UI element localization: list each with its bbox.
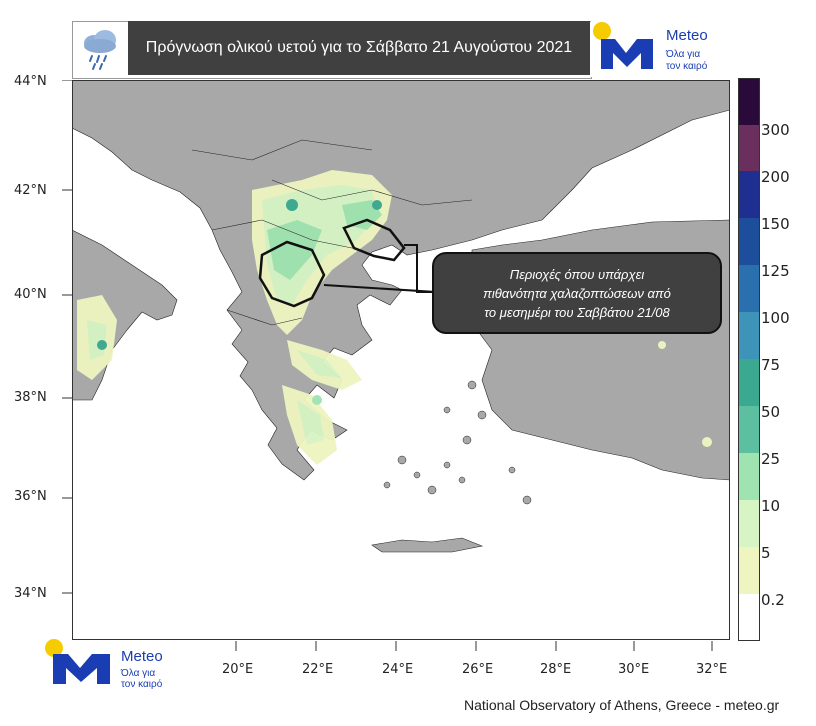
lon-label-24: 24°E: [382, 662, 414, 677]
logo-name: Meteo: [666, 27, 708, 44]
colorbar-seg-11: [739, 547, 759, 594]
colorbar: [738, 78, 760, 641]
colorbar-label-100: 100: [761, 309, 790, 327]
colorbar-label-50: 50: [761, 403, 781, 421]
meteo-logo: Meteo Όλα για τον καιρό: [591, 21, 734, 77]
precip-shading: [77, 170, 712, 465]
logo-bottom-tagline-2: τον καιρό: [121, 679, 163, 690]
latitude-axis: [58, 79, 72, 640]
colorbar-label-0.2: 0.2: [761, 591, 785, 609]
colorbar-label-300: 300: [761, 121, 790, 139]
logo-tagline-2: τον καιρό: [666, 61, 708, 72]
logo-bottom-name: Meteo: [121, 648, 163, 665]
lon-label-28: 28°E: [540, 662, 572, 677]
colorbar-label-5: 5: [761, 544, 771, 562]
rain-cloud-icon: [76, 25, 124, 73]
footer-credit: National Observatory of Athens, Greece -…: [464, 697, 780, 713]
lat-label-36: 36°N: [14, 489, 47, 504]
colorbar-seg-10: [739, 500, 759, 547]
colorbar-seg-3: [739, 171, 759, 218]
longitude-axis: [72, 640, 730, 652]
lat-label-38: 38°N: [14, 390, 47, 405]
land-balkans: [71, 79, 731, 481]
annotation-line-1: Περιοχές όπου υπάρχει: [509, 266, 645, 282]
colorbar-label-10: 10: [761, 497, 781, 515]
colorbar-label-125: 125: [761, 262, 790, 280]
lat-label-44: 44°N: [14, 74, 47, 89]
colorbar-label-200: 200: [761, 168, 790, 186]
colorbar-label-150: 150: [761, 215, 790, 233]
annotation-line-2: πιθανότητα χαλαζοπτώσεων από: [483, 285, 671, 301]
hail-annotation: Περιοχές όπου υπάρχει πιθανότητα χαλαζοπ…: [432, 252, 722, 334]
lon-label-26: 26°E: [462, 662, 494, 677]
colorbar-seg-9: [739, 453, 759, 500]
lat-label-40: 40°N: [14, 287, 47, 302]
precipitation-map: [71, 79, 731, 640]
land-crete: [371, 537, 484, 553]
map-title: Πρόγνωση ολικού υετού για το Σάββατο 21 …: [128, 21, 590, 75]
logo-bottom-tagline-1: Όλα για: [121, 668, 156, 679]
annotation-line-3: το μεσημέρι του Σαββάτου 21/08: [484, 304, 670, 320]
colorbar-seg-8: [739, 406, 759, 453]
colorbar-seg-1: [739, 79, 759, 125]
colorbar-seg-4: [739, 218, 759, 265]
logo-tagline-1: Όλα για: [666, 49, 701, 60]
colorbar-label-25: 25: [761, 450, 781, 468]
lon-label-20: 20°E: [222, 662, 254, 677]
colorbar-seg-7: [739, 359, 759, 406]
lon-label-22: 22°E: [302, 662, 334, 677]
lat-label-34: 34°N: [14, 586, 47, 601]
colorbar-label-75: 75: [761, 356, 781, 374]
colorbar-seg-6: [739, 312, 759, 359]
lon-label-30: 30°E: [618, 662, 650, 677]
meteo-logo-bottom-icon: [45, 639, 110, 684]
colorbar-seg-12: [739, 594, 759, 640]
colorbar-seg-2: [739, 125, 759, 171]
lat-label-42: 42°N: [14, 183, 47, 198]
lon-label-32: 32°E: [696, 662, 728, 677]
meteo-logo-icon: [593, 22, 653, 69]
meteo-logo-bottom: Meteo Όλα για τον καιρό: [42, 638, 182, 690]
colorbar-seg-5: [739, 265, 759, 312]
